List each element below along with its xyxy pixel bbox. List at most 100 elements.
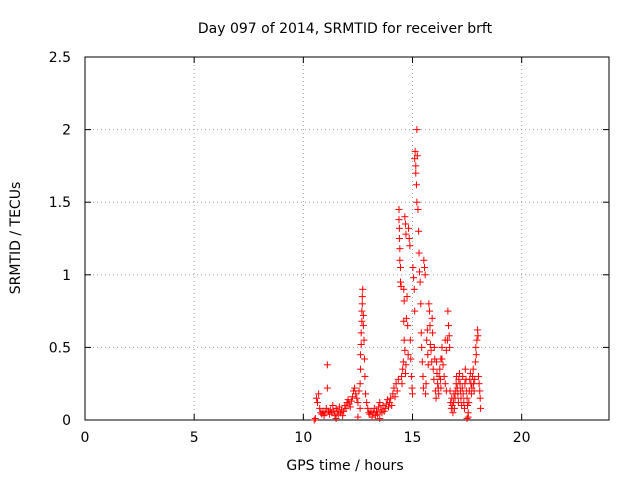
data-point	[398, 372, 406, 380]
data-point	[376, 415, 384, 423]
data-point	[427, 346, 435, 354]
data-point	[418, 358, 426, 366]
data-point	[476, 387, 484, 395]
data-point	[457, 394, 465, 402]
data-point	[399, 365, 407, 373]
data-point	[344, 396, 352, 404]
data-point	[421, 264, 429, 272]
data-point	[327, 406, 335, 414]
data-point	[415, 249, 423, 257]
data-point	[357, 351, 365, 359]
data-point	[421, 271, 429, 279]
data-point	[465, 399, 473, 407]
data-point	[388, 401, 396, 409]
data-point	[357, 329, 365, 337]
data-point	[357, 340, 365, 348]
data-point	[410, 274, 418, 282]
data-point	[368, 413, 376, 421]
data-point	[395, 235, 403, 242]
y-tick-label: 0	[62, 413, 71, 429]
data-point	[360, 355, 368, 363]
x-tick-label: 15	[404, 430, 422, 446]
data-point	[445, 322, 453, 330]
data-point	[472, 351, 480, 359]
data-point	[409, 264, 417, 272]
data-point	[424, 351, 432, 359]
data-marks	[310, 126, 485, 424]
x-axis-label: GPS time / hours	[286, 458, 403, 474]
data-point	[415, 268, 423, 276]
data-point	[423, 326, 431, 334]
data-point	[364, 404, 372, 412]
data-point	[400, 285, 408, 293]
data-point	[401, 213, 409, 221]
data-point	[358, 317, 366, 325]
data-point	[425, 300, 433, 308]
data-point	[431, 355, 439, 363]
y-axis-label: SRMTID / TECUs	[8, 182, 24, 295]
data-point	[474, 332, 482, 340]
data-point	[435, 390, 443, 398]
data-point	[400, 297, 408, 305]
data-point	[461, 365, 469, 373]
data-point	[323, 384, 331, 392]
data-point	[472, 343, 480, 351]
data-point	[458, 384, 466, 392]
data-point	[400, 336, 408, 344]
data-point	[353, 394, 361, 402]
data-point	[361, 372, 369, 380]
data-point	[413, 152, 421, 160]
data-point	[434, 380, 442, 388]
y-tick-label: 1	[62, 268, 71, 284]
data-point	[471, 358, 479, 366]
data-point	[394, 375, 402, 383]
data-point	[412, 181, 420, 189]
data-point	[403, 293, 411, 301]
data-point	[321, 409, 329, 417]
data-point	[418, 343, 426, 351]
data-point	[459, 372, 467, 380]
data-point	[407, 355, 415, 363]
data-point	[414, 205, 422, 213]
data-point	[356, 404, 364, 412]
data-point	[411, 147, 419, 155]
data-point	[474, 372, 482, 380]
data-point	[380, 407, 388, 415]
data-point	[352, 390, 360, 398]
data-point	[372, 407, 380, 415]
data-point	[428, 314, 436, 322]
data-point	[358, 293, 366, 301]
axis-ticks: 0 5 10 15 20 0 0.5 1 1.5 2 2.5	[49, 50, 609, 446]
data-point	[407, 372, 415, 380]
data-point	[402, 220, 410, 228]
data-point	[351, 384, 359, 392]
data-point	[332, 404, 340, 412]
x-tick-label: 10	[294, 430, 312, 446]
data-point	[376, 399, 384, 407]
data-point	[393, 387, 401, 395]
x-tick-label: 5	[190, 430, 199, 446]
y-tick-label: 0.5	[49, 340, 71, 356]
data-point	[463, 415, 471, 423]
data-point	[342, 404, 350, 412]
data-point	[475, 380, 483, 388]
data-point	[395, 216, 403, 224]
data-point	[359, 322, 367, 330]
data-point	[395, 224, 403, 232]
data-point	[401, 346, 409, 354]
data-point	[442, 346, 450, 354]
data-point	[320, 412, 328, 420]
data-point	[409, 390, 416, 398]
data-point	[315, 390, 323, 398]
data-point	[429, 365, 437, 373]
data-point	[426, 340, 434, 348]
data-point	[446, 343, 454, 351]
data-point	[416, 278, 424, 286]
plot-frame	[84, 56, 610, 421]
data-point	[395, 205, 403, 213]
data-point	[359, 285, 367, 293]
data-point	[356, 380, 364, 388]
data-point	[419, 384, 427, 392]
data-point	[390, 384, 398, 392]
